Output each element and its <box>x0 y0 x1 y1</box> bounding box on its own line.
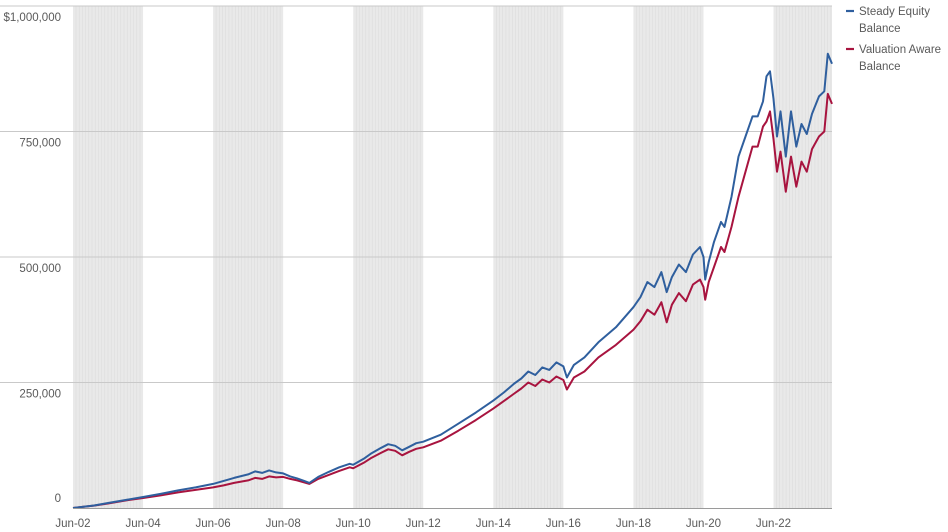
x-tick-label-9: Jun-20 <box>686 518 721 530</box>
x-tick-label-5: Jun-12 <box>406 518 441 530</box>
legend-label-0-0: Steady Equity <box>859 6 930 18</box>
x-tick-label-8: Jun-18 <box>616 518 651 530</box>
legend-label-0-1: Balance <box>859 23 901 35</box>
x-tick-label-6: Jun-14 <box>476 518 512 530</box>
y-tick-label-2: 500,000 <box>19 263 61 275</box>
x-tick-label-10: Jun-22 <box>756 518 791 530</box>
series-line-0 <box>72 52 833 509</box>
legend-label-1-0: Valuation Aware <box>859 44 941 56</box>
x-tick-label-1: Jun-04 <box>125 518 161 530</box>
y-tick-label-0: 0 <box>55 493 61 505</box>
y-tick-label-4: $1,000,000 <box>3 12 61 24</box>
legend-label-1-1: Balance <box>859 61 901 73</box>
y-tick-label-3: 750,000 <box>19 138 61 150</box>
horizontal-gridlines <box>0 5 832 383</box>
series-lines <box>72 52 833 509</box>
x-tick-label-0: Jun-02 <box>55 518 90 530</box>
x-tick-label-4: Jun-10 <box>336 518 371 530</box>
y-tick-label-1: 250,000 <box>19 389 61 401</box>
x-axis-tick-labels: Jun-02 Jun-04 Jun-06 Jun-08 Jun-10 Jun-12 Jun-… <box>55 518 791 530</box>
y-axis-tick-labels: 0 250,000 500,000 750,000 $1,000,000 <box>3 12 61 505</box>
x-tick-label-2: Jun-06 <box>196 518 231 530</box>
chart-legend: Steady Equity Balance Valuation Aware Balan… <box>846 6 941 73</box>
x-tick-label-7: Jun-16 <box>546 518 581 530</box>
series-line-1 <box>72 92 833 509</box>
x-tick-label-3: Jun-08 <box>266 518 301 530</box>
